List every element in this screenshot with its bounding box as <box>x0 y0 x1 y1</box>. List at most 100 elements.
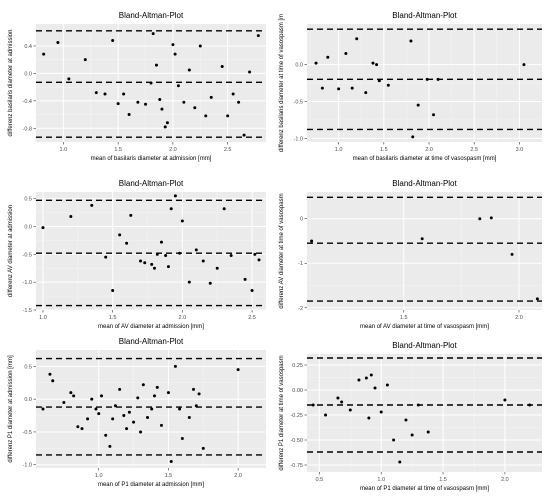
data-point <box>144 102 148 106</box>
data-point <box>150 262 154 266</box>
data-point <box>108 444 112 448</box>
x-tick-label: 1.0 <box>60 147 68 153</box>
data-point <box>166 265 170 269</box>
y-tick-label: 0 <box>300 217 303 223</box>
data-point <box>193 106 197 110</box>
data-point <box>173 364 177 368</box>
x-tick-label: 1.5 <box>400 315 408 321</box>
data-point <box>118 233 122 237</box>
data-point <box>154 63 158 67</box>
x-tick-label: 2.5 <box>224 147 232 153</box>
data-point <box>143 261 147 265</box>
data-point <box>169 459 173 463</box>
chart-panel-1: 1.0 1.5 2.0 2.5 0.4 0.0 -0.4 -0.8 Bland-Altman-P… <box>8 11 266 162</box>
data-point <box>379 410 383 414</box>
y-axis-label: differenz P1 diameter at time of vasospa… <box>279 355 285 470</box>
data-point <box>326 55 330 59</box>
y-tick-label: 0.0 <box>24 71 32 77</box>
data-point <box>152 394 156 398</box>
data-point <box>371 61 375 65</box>
data-point <box>165 121 169 125</box>
y-axis-label: differenz basilaris diameter at admissio… <box>8 30 14 137</box>
data-point <box>426 430 430 434</box>
y-tick-label: -0.50 <box>290 438 303 444</box>
data-point <box>72 394 76 398</box>
y-axis-label: differenz AV diameter at admission <box>8 205 14 297</box>
chart-panel-6: 0.5 1.0 1.5 2.0 0.25 0.00 -0.25 -0.50 -0.75 Bland… <box>279 341 542 492</box>
data-point <box>209 95 213 99</box>
y-tick-label: 0.0 <box>24 225 32 231</box>
data-point <box>220 65 224 69</box>
data-point <box>164 253 168 257</box>
x-tick-label: 2.0 <box>169 147 177 153</box>
data-point <box>122 92 126 96</box>
data-point <box>103 92 107 96</box>
x-axis-label: mean of P1 diameter at time of vasospasm… <box>360 486 489 492</box>
data-point <box>180 219 184 223</box>
data-point <box>132 420 136 424</box>
data-point <box>69 391 73 395</box>
data-point <box>122 414 126 418</box>
chart-title: Bland-Altman-Plot <box>119 179 184 188</box>
y-tick-label: -2 <box>298 306 303 312</box>
x-tick-label: 1.5 <box>165 473 173 479</box>
data-point <box>229 253 233 257</box>
x-axis-label: mean of AV diameter at admission [mm] <box>98 324 204 330</box>
chart-panel-2: 1.0 1.5 2.0 2.5 3.0 0.0 -0.5 -1.0 Bland-Altman-P… <box>279 11 542 162</box>
data-point <box>90 397 94 401</box>
data-point <box>355 37 359 41</box>
x-tick-label: 2.0 <box>234 473 242 479</box>
x-axis-label: mean of AV diameter at time of vasospasm… <box>360 324 489 330</box>
data-point <box>42 52 46 56</box>
data-point <box>350 86 354 90</box>
data-point <box>155 252 159 256</box>
data-point <box>489 216 493 220</box>
data-point <box>150 407 154 411</box>
data-point <box>158 97 162 101</box>
data-point <box>171 43 175 47</box>
data-point <box>104 255 108 259</box>
chart-title: Bland-Altman-Plot <box>392 179 457 188</box>
data-point <box>118 387 122 391</box>
data-point <box>56 41 60 45</box>
data-point <box>151 32 155 36</box>
data-point <box>369 373 373 377</box>
data-point <box>127 113 131 117</box>
data-point <box>398 460 402 464</box>
data-point <box>204 114 208 118</box>
x-axis-label: mean of P1 diameter at admission [mm] <box>98 482 204 488</box>
data-point <box>344 52 348 55</box>
data-point <box>510 252 514 256</box>
y-axis-label: differenz AV diameter at time of vasospa… <box>279 193 285 308</box>
data-point <box>311 403 315 407</box>
plot-background <box>307 354 542 472</box>
data-point <box>176 84 180 88</box>
data-point <box>80 427 84 431</box>
data-point <box>166 391 170 395</box>
data-point <box>94 91 98 95</box>
data-point <box>116 102 120 106</box>
data-point <box>111 417 115 421</box>
data-point <box>141 383 145 387</box>
data-point <box>129 213 133 217</box>
data-point <box>478 217 482 221</box>
data-point <box>503 398 507 402</box>
data-point <box>392 438 396 442</box>
data-point <box>125 241 129 245</box>
y-tick-label: -0.75 <box>290 463 303 469</box>
y-tick-label: -1.0 <box>23 463 32 469</box>
data-point <box>163 125 167 129</box>
data-point <box>243 277 247 281</box>
data-point <box>48 372 52 376</box>
data-point <box>160 107 164 111</box>
y-tick-label: 0.0 <box>295 63 303 69</box>
data-point <box>416 103 420 107</box>
data-point <box>83 58 87 62</box>
data-point <box>215 266 219 270</box>
data-point <box>410 433 414 437</box>
data-point <box>208 281 212 285</box>
data-point <box>125 427 129 431</box>
data-point <box>178 251 182 255</box>
y-tick-label: -1 <box>298 261 303 267</box>
